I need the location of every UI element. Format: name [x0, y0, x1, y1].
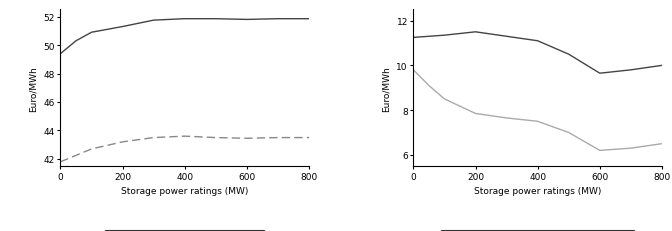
- Legend: SD-LWAP-Night, SD-LWAP-Day: SD-LWAP-Night, SD-LWAP-Day: [440, 230, 635, 231]
- Legend: LWAP-day, LWAP-night: LWAP-day, LWAP-night: [104, 230, 265, 231]
- X-axis label: Storage power ratings (MW): Storage power ratings (MW): [474, 186, 601, 195]
- Y-axis label: Euro/MWh: Euro/MWh: [382, 66, 391, 111]
- Y-axis label: Euro/MWh: Euro/MWh: [29, 66, 38, 111]
- X-axis label: Storage power ratings (MW): Storage power ratings (MW): [121, 186, 249, 195]
